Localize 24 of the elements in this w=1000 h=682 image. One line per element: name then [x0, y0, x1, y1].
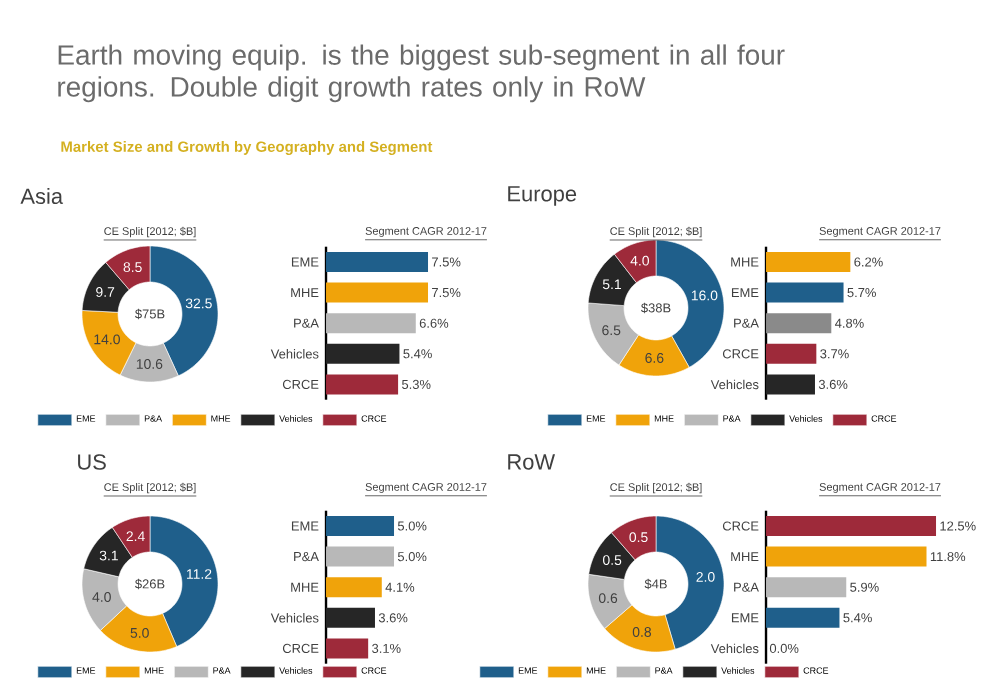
- bar: [326, 282, 429, 303]
- bar: [766, 546, 927, 567]
- bar: [766, 374, 815, 395]
- bar: [766, 282, 844, 303]
- bar: [766, 577, 847, 598]
- bar: [326, 638, 369, 659]
- chart-title: Europe: [508, 186, 577, 206]
- bar: [326, 577, 382, 598]
- bar: [326, 374, 399, 395]
- chart-title: RoW: [508, 454, 556, 470]
- bar: [326, 252, 429, 272]
- bar: [766, 343, 817, 364]
- bar: [326, 343, 400, 364]
- bar: [326, 516, 395, 536]
- bar: [326, 607, 375, 628]
- bar: [766, 313, 832, 334]
- chart-title: US: [78, 454, 106, 470]
- bar: [766, 607, 840, 628]
- text: Earth moving equip. is the biggest sub-segment in all four regions. Double digit growth rates only in RoW: [58, 44, 785, 103]
- bar: [766, 516, 937, 536]
- chart-title: Asia: [20, 187, 64, 205]
- bar: [326, 313, 416, 334]
- bar: [766, 252, 851, 272]
- bar: [326, 546, 395, 567]
